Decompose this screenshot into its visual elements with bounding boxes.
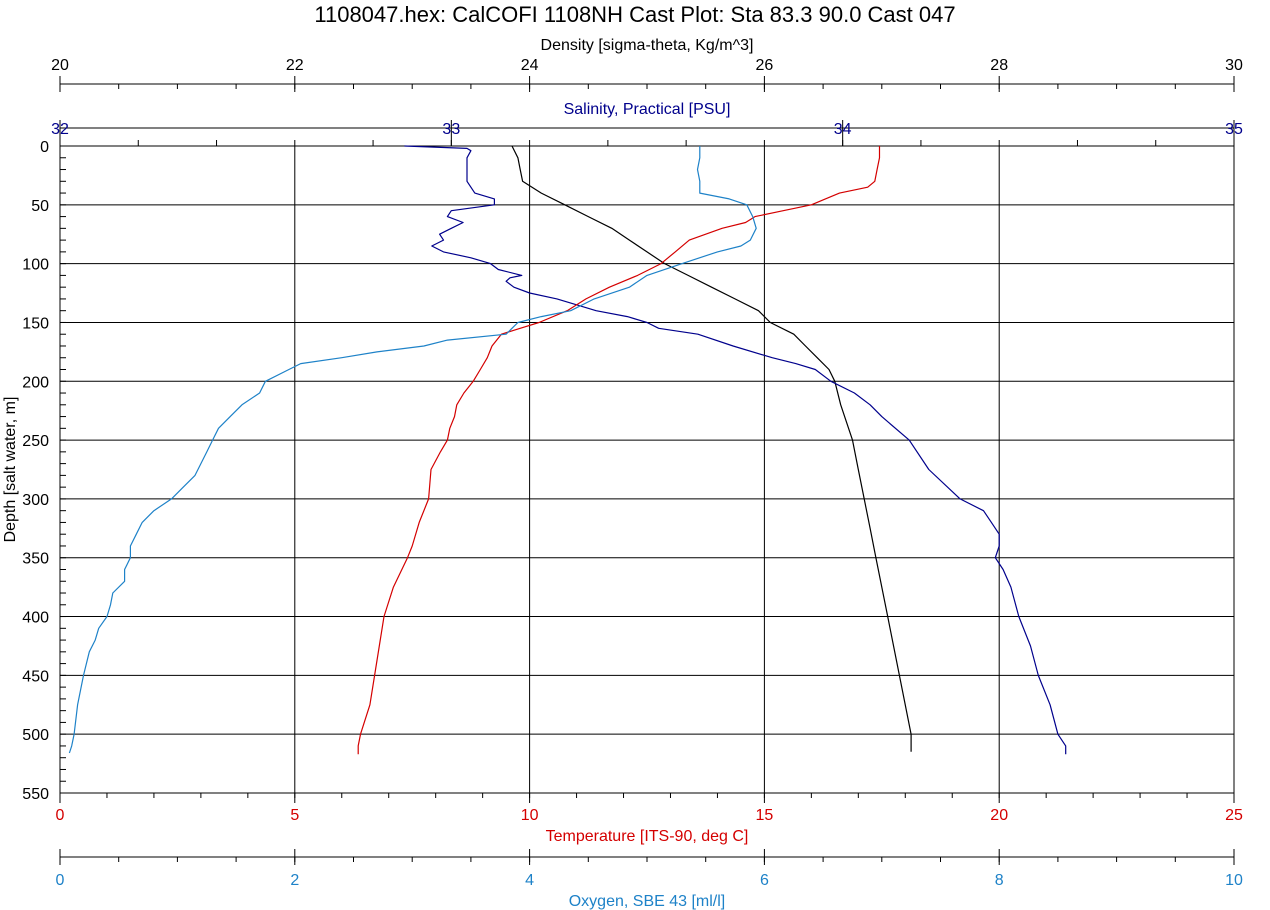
temperature-tick-label: 0: [56, 807, 65, 824]
oxygen-tick-label: 8: [995, 872, 1004, 889]
temperature-tick-label: 15: [756, 807, 774, 824]
temperature-tick-label: 20: [990, 807, 1008, 824]
oxygen-tick-label: 0: [56, 872, 65, 889]
salinity-tick-label: 33: [442, 121, 460, 138]
depth-tick-label: 300: [22, 492, 49, 509]
plot-frame: [59, 145, 1235, 794]
density-tick-label: 30: [1225, 57, 1243, 74]
depth-axis-label: Depth [salt water, m]: [2, 397, 19, 543]
oxygen-tick-label: 2: [290, 872, 299, 889]
chart-title: 1108047.hex: CalCOFI 1108NH Cast Plot: S…: [314, 2, 956, 27]
density-axis-label: Density [sigma-theta, Kg/m^3]: [541, 37, 754, 54]
salinity-axis-label: Salinity, Practical [PSU]: [564, 101, 731, 118]
depth-tick-label: 550: [22, 786, 49, 803]
temperature-axis-label: Temperature [ITS-90, deg C]: [546, 828, 749, 845]
temperature-tick-label: 25: [1225, 807, 1243, 824]
oxygen-tick-label: 10: [1225, 872, 1243, 889]
depth-tick-label: 100: [22, 257, 49, 274]
depth-tick-label: 500: [22, 727, 49, 744]
salinity-tick-label: 34: [834, 121, 852, 138]
density-tick-label: 22: [286, 57, 304, 74]
depth-tick-label: 0: [40, 139, 49, 156]
oxygen-profile-line: [68, 146, 757, 754]
salinity-profile-line: [404, 145, 1067, 755]
oxygen-tick-label: 6: [760, 872, 769, 889]
depth-tick-label: 250: [22, 433, 49, 450]
density-tick-label: 20: [51, 57, 69, 74]
depth-tick-label: 200: [22, 374, 49, 391]
density-tick-label: 26: [756, 57, 774, 74]
depth-tick-label: 150: [22, 315, 49, 332]
temperature-profile-line: [357, 146, 881, 755]
oxygen-tick-label: 4: [525, 872, 534, 889]
salinity-tick-label: 35: [1225, 121, 1243, 138]
temperature-tick-label: 10: [521, 807, 539, 824]
density-tick-label: 28: [990, 57, 1008, 74]
salinity-tick-label: 32: [51, 121, 69, 138]
temperature-tick-label: 5: [290, 807, 299, 824]
depth-tick-label: 50: [31, 198, 49, 215]
depth-tick-label: 400: [22, 610, 49, 627]
oxygen-axis-label: Oxygen, SBE 43 [ml/l]: [569, 893, 726, 910]
density-profile-line: [511, 145, 912, 752]
depth-tick-label: 350: [22, 551, 49, 568]
density-tick-label: 24: [521, 57, 539, 74]
depth-tick-label: 450: [22, 668, 49, 685]
